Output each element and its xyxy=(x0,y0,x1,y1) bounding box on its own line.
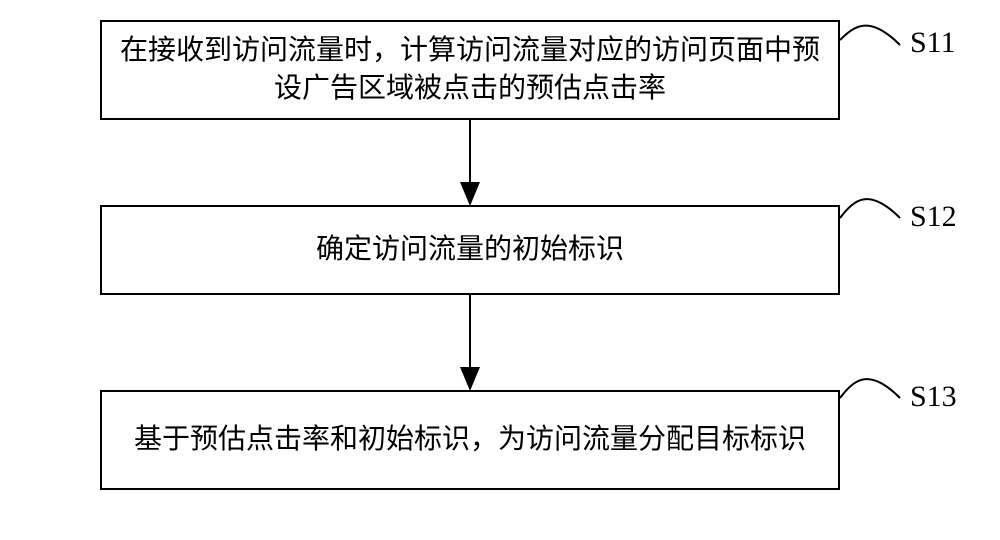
connector-s11 xyxy=(840,26,900,45)
flow-node-s11: 在接收到访问流量时，计算访问流量对应的访问页面中预设广告区域被点击的预估点击率 xyxy=(100,20,840,120)
connector-s12 xyxy=(840,199,900,218)
flow-node-s12-text: 确定访问流量的初始标识 xyxy=(316,231,624,269)
step-label-s11: S11 xyxy=(910,26,956,60)
connector-s13 xyxy=(840,379,900,398)
flow-node-s12: 确定访问流量的初始标识 xyxy=(100,205,840,295)
step-label-s13: S13 xyxy=(910,380,957,414)
step-label-s12: S12 xyxy=(910,200,957,234)
flowchart-canvas: 在接收到访问流量时，计算访问流量对应的访问页面中预设广告区域被点击的预估点击率 … xyxy=(0,0,1000,540)
flow-node-s13: 基于预估点击率和初始标识，为访问流量分配目标标识 xyxy=(100,390,840,490)
flow-node-s13-text: 基于预估点击率和初始标识，为访问流量分配目标标识 xyxy=(134,421,806,459)
flow-node-s11-text: 在接收到访问流量时，计算访问流量对应的访问页面中预设广告区域被点击的预估点击率 xyxy=(112,32,828,108)
